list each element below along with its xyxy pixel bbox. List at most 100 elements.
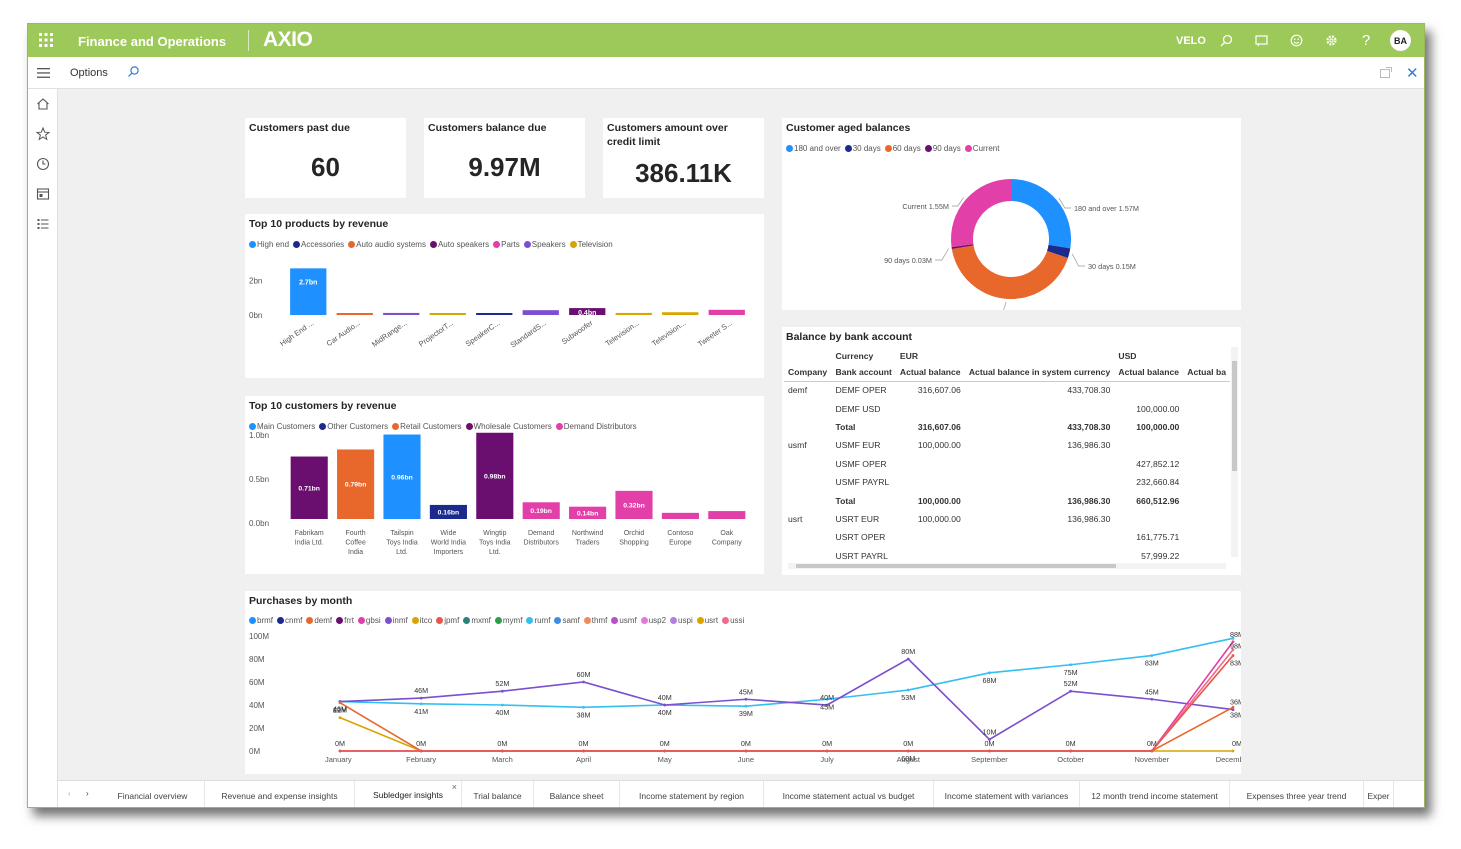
legend-item[interactable]: Retail Customers bbox=[392, 422, 462, 431]
legend-item[interactable]: usrt bbox=[696, 616, 718, 625]
legend-item[interactable]: Auto audio systems bbox=[348, 240, 426, 249]
recent-clock-icon[interactable] bbox=[35, 156, 51, 172]
legend-item[interactable]: usmf bbox=[611, 616, 637, 625]
vertical-scrollbar[interactable] bbox=[1231, 347, 1238, 557]
report-tab[interactable]: Expenses three year trend bbox=[1230, 781, 1364, 807]
legend-item[interactable]: itco bbox=[411, 616, 432, 625]
legend-item[interactable]: 180 and over bbox=[786, 144, 841, 153]
table-row[interactable]: Total 100,000.00 136,986.30 660,512.96 bbox=[784, 491, 1230, 509]
search-icon[interactable] bbox=[1218, 32, 1234, 48]
table-row[interactable]: USMF PAYRL 232,660.84 bbox=[784, 473, 1230, 491]
report-tab[interactable]: Revenue and expense insights bbox=[205, 781, 355, 807]
legend-item[interactable]: cnmf bbox=[277, 616, 302, 625]
table-row[interactable]: USRT PAYRL 57,999.22 bbox=[784, 547, 1230, 565]
legend-item[interactable]: demf bbox=[306, 616, 332, 625]
table-balance-by-bank-account[interactable]: Balance by bank account Currency EUR USD… bbox=[782, 327, 1241, 575]
col-header-company[interactable]: Company bbox=[784, 364, 832, 382]
report-tab[interactable]: Income statement actual vs budget bbox=[764, 781, 934, 807]
col-header-truncated[interactable]: Actual ba bbox=[1183, 364, 1230, 382]
legend-item[interactable]: usp2 bbox=[640, 616, 666, 625]
report-tab[interactable]: Income statement by region bbox=[620, 781, 764, 807]
kpi-card-customers-past-due[interactable]: Customers past due 60 bbox=[245, 118, 406, 198]
close-icon[interactable]: ✕ bbox=[1406, 65, 1419, 82]
report-tab[interactable]: Balance sheet bbox=[534, 781, 620, 807]
x-tick-label: Orchid bbox=[624, 530, 645, 537]
search-icon[interactable] bbox=[126, 65, 140, 79]
col-header-system-currency[interactable]: Actual balance in system currency bbox=[964, 364, 1115, 382]
favorites-star-icon[interactable] bbox=[35, 126, 51, 142]
report-tab[interactable]: Exper bbox=[1364, 781, 1394, 807]
tab-scroll-right-icon[interactable]: › bbox=[86, 789, 89, 798]
table-row[interactable]: usrt USRT EUR 100,000.00 136,986.30 bbox=[784, 510, 1230, 528]
legend-item[interactable]: Speakers bbox=[523, 240, 566, 249]
chart-customer-aged-balances[interactable]: Customer aged balances 180 and over 30 da… bbox=[782, 118, 1241, 310]
legend-item[interactable]: rumf bbox=[526, 616, 550, 625]
open-in-new-window-icon[interactable] bbox=[1380, 67, 1392, 78]
workspaces-icon[interactable] bbox=[35, 186, 51, 202]
legend-item[interactable]: 30 days bbox=[844, 144, 881, 153]
report-tab[interactable]: 12 month trend income statement bbox=[1080, 781, 1230, 807]
legend-item[interactable]: inmf bbox=[384, 616, 408, 625]
chart-top-customers[interactable]: Top 10 customers by revenue Main Custome… bbox=[245, 396, 764, 574]
col-header-bank-account[interactable]: Bank account bbox=[831, 364, 896, 382]
home-icon[interactable] bbox=[35, 96, 51, 112]
legend-item[interactable]: jpmf bbox=[436, 616, 459, 625]
legend-item[interactable]: Main Customers bbox=[249, 422, 315, 431]
legend-item[interactable]: 60 days bbox=[884, 144, 921, 153]
table-cell bbox=[1183, 528, 1230, 546]
kpi-card-amount-over-credit-limit[interactable]: Customers amount over credit limit 386.1… bbox=[603, 118, 764, 198]
legend-item[interactable]: Other Customers bbox=[319, 422, 388, 431]
app-name[interactable]: Finance and Operations bbox=[78, 34, 227, 49]
chart-top-products[interactable]: Top 10 products by revenue High end Acces… bbox=[245, 214, 764, 378]
scrollbar-thumb[interactable] bbox=[796, 564, 1116, 568]
feedback-smiley-icon[interactable] bbox=[1288, 32, 1304, 48]
table-row[interactable]: DEMF USD 100,000.00 bbox=[784, 399, 1230, 417]
col-header-actual-balance[interactable]: Actual balance bbox=[895, 364, 965, 382]
legend-item[interactable]: frrt bbox=[336, 616, 354, 625]
settings-gear-icon[interactable] bbox=[1323, 32, 1339, 48]
kpi-card-customers-balance-due[interactable]: Customers balance due 9.97M bbox=[424, 118, 585, 198]
user-avatar[interactable]: BA bbox=[1390, 30, 1411, 51]
report-tab[interactable]: Trial balance bbox=[462, 781, 534, 807]
hamburger-menu-icon[interactable] bbox=[37, 67, 50, 79]
col-header-usd-actual-balance[interactable]: Actual balance bbox=[1114, 364, 1184, 382]
app-launcher-icon[interactable] bbox=[38, 32, 54, 48]
legend-item[interactable]: Current bbox=[964, 144, 999, 153]
report-tab[interactable]: Income statement with variances bbox=[934, 781, 1080, 807]
close-tab-icon[interactable]: × bbox=[451, 782, 457, 792]
legend-item[interactable]: uspi bbox=[670, 616, 693, 625]
table-row[interactable]: usmf USMF EUR 100,000.00 136,986.30 bbox=[784, 436, 1230, 454]
legend-item[interactable]: Accessories bbox=[293, 240, 344, 249]
modules-list-icon[interactable] bbox=[35, 216, 51, 232]
legend-item[interactable]: brmf bbox=[249, 616, 273, 625]
series-point bbox=[582, 705, 585, 709]
options-menu[interactable]: Options bbox=[70, 67, 108, 79]
legend-item[interactable]: samf bbox=[554, 616, 580, 625]
tab-scroll-left-icon[interactable]: ‹ bbox=[68, 789, 71, 798]
legend-item[interactable]: ussi bbox=[722, 616, 744, 625]
legend-item[interactable]: 90 days bbox=[924, 144, 961, 153]
company-picker[interactable]: VELO bbox=[1176, 35, 1206, 47]
legend-item[interactable]: thmf bbox=[583, 616, 607, 625]
chart-purchases-by-month[interactable]: Purchases by month brmf cnmf demf frrt gbsi i… bbox=[245, 591, 1241, 774]
legend-item[interactable]: High end bbox=[249, 240, 289, 249]
legend-item[interactable]: Wholesale Customers bbox=[465, 422, 552, 431]
table-row[interactable]: Total 316,607.06 433,708.30 100,000.00 bbox=[784, 418, 1230, 436]
legend-item[interactable]: Television bbox=[569, 240, 613, 249]
table-row[interactable]: demf DEMF OPER 316,607.06 433,708.30 bbox=[784, 381, 1230, 399]
legend-item[interactable]: mymf bbox=[494, 616, 522, 625]
legend-item[interactable]: Parts bbox=[493, 240, 520, 249]
legend-item[interactable]: mxmf bbox=[463, 616, 491, 625]
help-icon[interactable]: ? bbox=[1361, 31, 1371, 49]
legend-item[interactable]: gbsi bbox=[357, 616, 381, 625]
legend-item[interactable]: Demand Distributors bbox=[555, 422, 637, 431]
horizontal-scrollbar[interactable] bbox=[788, 563, 1226, 569]
report-tab[interactable]: Subledger insights × bbox=[355, 781, 462, 807]
report-tab[interactable]: Financial overview bbox=[101, 781, 205, 807]
point-data-label: 98M bbox=[1230, 641, 1241, 650]
table-row[interactable]: USRT OPER 161,775.71 bbox=[784, 528, 1230, 546]
table-row[interactable]: USMF OPER 427,852.12 bbox=[784, 455, 1230, 473]
scrollbar-thumb[interactable] bbox=[1232, 361, 1237, 471]
legend-item[interactable]: Auto speakers bbox=[429, 240, 489, 249]
message-icon[interactable] bbox=[1253, 32, 1269, 48]
